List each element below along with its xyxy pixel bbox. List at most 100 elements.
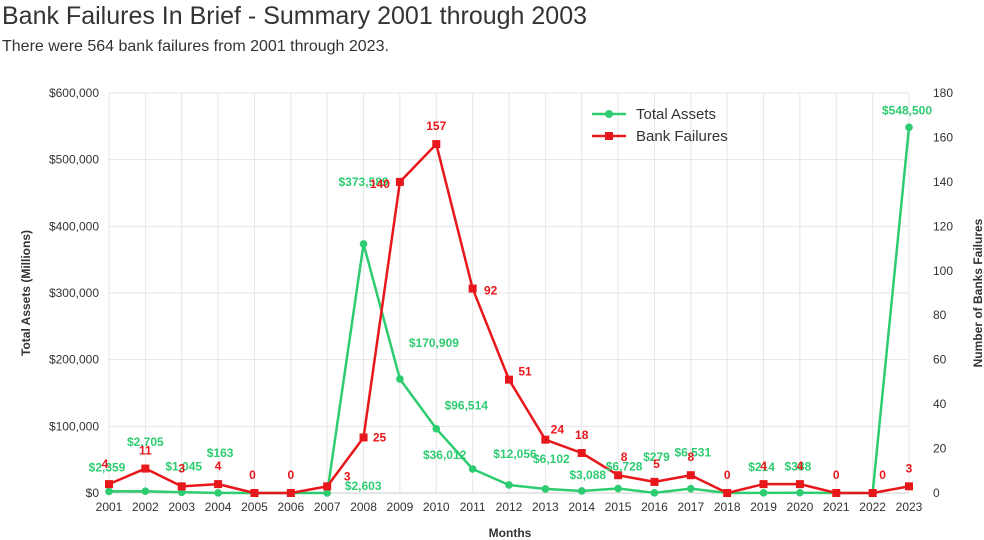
legend: Total Assets Bank Failures [592, 106, 728, 145]
left-axis-title: Total Assets (Millions) [19, 230, 33, 356]
data-label-bank-failures: 8 [621, 450, 628, 464]
left-tick-label: $200,000 [49, 353, 99, 367]
data-point-bank-failures[interactable] [650, 477, 659, 486]
data-point-bank-failures[interactable] [795, 480, 804, 489]
data-point-total-assets[interactable] [687, 484, 695, 493]
data-point-bank-failures[interactable] [577, 449, 586, 457]
data-point-bank-failures[interactable] [177, 482, 186, 491]
data-label-bank-failures: 51 [518, 365, 532, 379]
right-tick-label: 0 [933, 486, 940, 500]
data-point-bank-failures[interactable] [759, 480, 768, 489]
data-point-total-assets[interactable] [141, 487, 150, 495]
data-point-bank-failures[interactable] [286, 489, 295, 497]
data-point-bank-failures[interactable] [250, 489, 259, 497]
data-label-total-assets: $388 [785, 460, 812, 474]
data-point-bank-failures[interactable] [868, 489, 877, 497]
right-tick-label: 60 [933, 353, 947, 367]
data-label-bank-failures: 4 [760, 459, 767, 473]
left-tick-label: $400,000 [49, 219, 99, 233]
data-point-bank-failures[interactable] [323, 482, 332, 491]
right-tick-label: 180 [933, 86, 953, 100]
legend-marker-bank-failures [605, 132, 613, 140]
data-label-total-assets: $163 [207, 446, 234, 460]
data-point-bank-failures[interactable] [214, 480, 223, 489]
left-tick-label: $600,000 [49, 86, 99, 100]
x-tick-label: 2021 [823, 500, 850, 514]
data-point-total-assets[interactable] [396, 375, 404, 383]
data-point-bank-failures[interactable] [359, 433, 368, 442]
data-point-total-assets[interactable] [650, 489, 659, 497]
data-label-bank-failures: 0 [724, 468, 731, 482]
data-point-total-assets[interactable] [105, 487, 113, 496]
data-label-total-assets: $6,728 [606, 460, 643, 474]
data-label-bank-failures: 4 [102, 457, 109, 471]
x-tick-label: 2018 [714, 500, 741, 514]
left-axis-ticks: $0 $100,000 $200,000 $300,000 $400,000 $500,0… [49, 86, 99, 500]
data-point-total-assets[interactable] [796, 488, 804, 497]
data-point-total-assets[interactable] [468, 465, 477, 473]
x-tick-label: 2011 [460, 500, 486, 514]
legend-marker-total-assets [605, 110, 613, 118]
left-tick-label: $300,000 [49, 286, 99, 300]
data-point-total-assets[interactable] [577, 487, 586, 495]
right-tick-label: 100 [933, 264, 953, 278]
gridlines [108, 92, 910, 494]
data-point-bank-failures[interactable] [105, 480, 113, 489]
right-tick-label: 120 [933, 219, 953, 233]
data-point-total-assets[interactable] [905, 123, 913, 132]
data-label-total-assets: $3,088 [569, 468, 606, 482]
data-label-bank-failures: 3 [906, 461, 913, 475]
data-label-total-assets: $96,514 [445, 399, 489, 413]
series-lines [105, 123, 913, 497]
data-point-total-assets[interactable] [432, 424, 441, 433]
x-tick-label: 2002 [132, 500, 159, 514]
x-tick-label: 2006 [277, 500, 304, 514]
data-point-bank-failures[interactable] [141, 464, 150, 473]
data-point-total-assets[interactable] [214, 489, 222, 497]
x-tick-label: 2004 [205, 500, 232, 514]
data-point-bank-failures[interactable] [723, 489, 732, 497]
data-label-bank-failures: 4 [215, 459, 222, 473]
data-label-total-assets: $2,603 [345, 479, 382, 493]
data-point-total-assets[interactable] [541, 485, 550, 493]
x-tick-label: 2003 [168, 500, 195, 514]
data-label-total-assets: $548,500 [882, 103, 932, 117]
data-point-bank-failures[interactable] [832, 489, 841, 497]
x-tick-label: 2019 [750, 500, 777, 514]
legend-label-total-assets: Total Assets [636, 106, 716, 123]
data-label-total-assets: $279 [643, 450, 670, 464]
legend-item-total-assets[interactable]: Total Assets [592, 106, 716, 123]
left-tick-label: $500,000 [49, 153, 99, 167]
chart-title: Bank Failures In Brief - Summary 2001 th… [2, 2, 588, 30]
right-axis-title: Number of Banks Failures [971, 218, 984, 367]
data-point-total-assets[interactable] [614, 484, 622, 493]
right-tick-label: 40 [933, 397, 947, 411]
data-point-total-assets[interactable] [177, 488, 186, 497]
data-point-bank-failures[interactable] [541, 435, 550, 444]
data-label-bank-failures: 140 [370, 177, 390, 191]
data-point-total-assets[interactable] [359, 240, 368, 248]
data-point-bank-failures[interactable] [468, 284, 477, 293]
data-point-total-assets[interactable] [323, 489, 331, 497]
data-labels: $2,359$2,705$1,045 $163 $2,603 $373,589 $170… [89, 103, 933, 493]
data-label-total-assets: $1,045 [165, 459, 202, 473]
data-point-bank-failures[interactable] [505, 375, 513, 384]
legend-label-bank-failures: Bank Failures [636, 128, 728, 145]
data-point-bank-failures[interactable] [432, 140, 441, 149]
data-label-bank-failures: 5 [653, 457, 660, 471]
data-label-total-assets: $373,589 [339, 175, 389, 189]
legend-item-bank-failures[interactable]: Bank Failures [592, 128, 728, 145]
data-point-bank-failures[interactable] [614, 471, 623, 480]
x-tick-label: 2009 [387, 500, 414, 514]
data-point-bank-failures[interactable] [395, 177, 404, 186]
x-tick-label: 2015 [605, 500, 632, 514]
x-tick-label: 2017 [677, 500, 704, 514]
data-point-bank-failures[interactable] [905, 482, 913, 491]
data-label-total-assets: $6,531 [674, 446, 711, 460]
x-axis-ticks: 2001 2002 2003 2004 2005 2006 2007 2008 2009 2010… [96, 500, 923, 514]
data-point-bank-failures[interactable] [686, 471, 695, 480]
right-tick-label: 20 [933, 442, 947, 456]
data-point-total-assets[interactable] [505, 481, 513, 489]
data-point-total-assets[interactable] [759, 489, 768, 497]
